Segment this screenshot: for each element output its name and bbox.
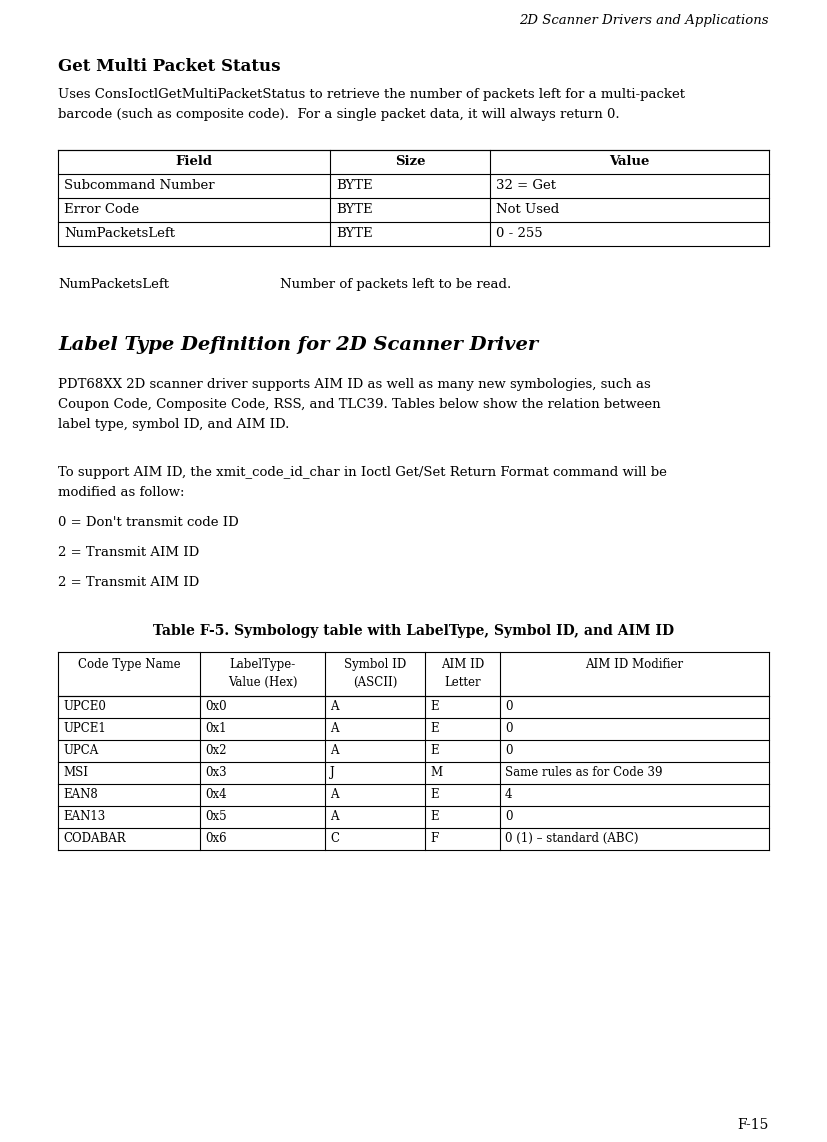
Text: Number of packets left to be read.: Number of packets left to be read.	[280, 278, 511, 291]
Text: Table F-5. Symbology table with LabelType, Symbol ID, and AIM ID: Table F-5. Symbology table with LabelTyp…	[153, 624, 674, 638]
Text: 0x4: 0x4	[205, 788, 227, 801]
Text: 0x0: 0x0	[205, 700, 227, 713]
Text: Value (Hex): Value (Hex)	[227, 676, 297, 689]
Text: NumPacketsLeft: NumPacketsLeft	[64, 227, 175, 240]
Text: Subcommand Number: Subcommand Number	[64, 179, 215, 192]
Text: To support AIM ID, the xmit_code_id_char in Ioctl Get/Set Return Format command : To support AIM ID, the xmit_code_id_char…	[58, 466, 667, 478]
Text: Symbol ID: Symbol ID	[344, 658, 406, 671]
Text: (ASCII): (ASCII)	[353, 676, 397, 689]
Text: BYTE: BYTE	[336, 179, 373, 192]
Text: 0 - 255: 0 - 255	[496, 227, 543, 240]
Text: 2 = Transmit AIM ID: 2 = Transmit AIM ID	[58, 546, 199, 558]
Text: E: E	[430, 722, 438, 735]
Text: Coupon Code, Composite Code, RSS, and TLC39. Tables below show the relation betw: Coupon Code, Composite Code, RSS, and TL…	[58, 399, 661, 411]
Text: Same rules as for Code 39: Same rules as for Code 39	[505, 766, 662, 779]
Text: UPCA: UPCA	[63, 743, 98, 757]
Text: Get Multi Packet Status: Get Multi Packet Status	[58, 58, 280, 75]
Text: EAN8: EAN8	[63, 788, 98, 801]
Text: 0x1: 0x1	[205, 722, 227, 735]
Text: 0: 0	[505, 743, 513, 757]
Text: BYTE: BYTE	[336, 203, 373, 216]
Text: 2 = Transmit AIM ID: 2 = Transmit AIM ID	[58, 576, 199, 589]
Text: E: E	[430, 788, 438, 801]
Text: M: M	[430, 766, 442, 779]
Text: Code Type Name: Code Type Name	[78, 658, 180, 671]
Text: C: C	[330, 833, 339, 845]
Text: UPCE0: UPCE0	[63, 700, 106, 713]
Text: label type, symbol ID, and AIM ID.: label type, symbol ID, and AIM ID.	[58, 418, 289, 431]
Text: A: A	[330, 810, 338, 823]
Text: Uses ConsIoctlGetMultiPacketStatus to retrieve the number of packets left for a : Uses ConsIoctlGetMultiPacketStatus to re…	[58, 88, 685, 100]
Text: Not Used: Not Used	[496, 203, 559, 216]
Text: Label Type Definition for 2D Scanner Driver: Label Type Definition for 2D Scanner Dri…	[58, 336, 538, 354]
Text: 2D Scanner Drivers and Applications: 2D Scanner Drivers and Applications	[519, 14, 769, 27]
Text: 0 (1) – standard (ABC): 0 (1) – standard (ABC)	[505, 833, 638, 845]
Text: 0x3: 0x3	[205, 766, 227, 779]
Text: Field: Field	[175, 155, 213, 168]
Text: F: F	[430, 833, 438, 845]
Text: A: A	[330, 743, 338, 757]
Text: Error Code: Error Code	[64, 203, 139, 216]
Text: 0: 0	[505, 700, 513, 713]
Text: PDT68XX 2D scanner driver supports AIM ID as well as many new symbologies, such : PDT68XX 2D scanner driver supports AIM I…	[58, 378, 651, 391]
Text: BYTE: BYTE	[336, 227, 373, 240]
Text: Letter: Letter	[444, 676, 480, 689]
Text: 0 = Don't transmit code ID: 0 = Don't transmit code ID	[58, 516, 239, 529]
Text: EAN13: EAN13	[63, 810, 105, 823]
Text: barcode (such as composite code).  For a single packet data, it will always retu: barcode (such as composite code). For a …	[58, 108, 619, 121]
Text: LabelType-: LabelType-	[229, 658, 295, 671]
Text: Size: Size	[394, 155, 425, 168]
Text: A: A	[330, 788, 338, 801]
Text: Value: Value	[609, 155, 650, 168]
Text: 0x5: 0x5	[205, 810, 227, 823]
Text: F-15: F-15	[738, 1118, 769, 1132]
Text: UPCE1: UPCE1	[63, 722, 106, 735]
Text: 0: 0	[505, 722, 513, 735]
Text: CODABAR: CODABAR	[63, 833, 126, 845]
Text: AIM ID: AIM ID	[441, 658, 484, 671]
Text: E: E	[430, 743, 438, 757]
Text: E: E	[430, 810, 438, 823]
Text: 0: 0	[505, 810, 513, 823]
Text: J: J	[330, 766, 335, 779]
Text: E: E	[430, 700, 438, 713]
Text: 4: 4	[505, 788, 513, 801]
Text: NumPacketsLeft: NumPacketsLeft	[58, 278, 169, 291]
Text: AIM ID Modifier: AIM ID Modifier	[586, 658, 684, 671]
Text: A: A	[330, 700, 338, 713]
Text: 32 = Get: 32 = Get	[496, 179, 556, 192]
Text: A: A	[330, 722, 338, 735]
Text: 0x2: 0x2	[205, 743, 227, 757]
Text: MSI: MSI	[63, 766, 88, 779]
Text: 0x6: 0x6	[205, 833, 227, 845]
Text: modified as follow:: modified as follow:	[58, 486, 184, 499]
